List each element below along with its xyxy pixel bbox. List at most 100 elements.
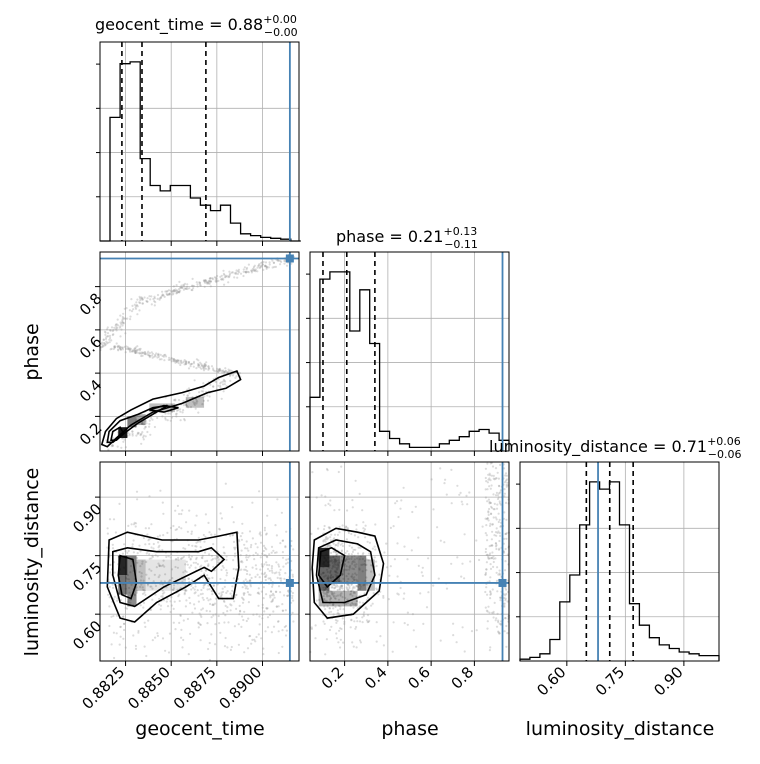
sample-point (339, 543, 342, 546)
sample-point (243, 592, 246, 595)
sample-point (138, 352, 141, 355)
sample-point (142, 601, 146, 605)
sample-point (230, 604, 233, 607)
sample-point (112, 347, 115, 351)
sample-point (124, 317, 127, 320)
sample-point (186, 287, 189, 291)
sample-point (489, 544, 493, 547)
sample-point (494, 516, 497, 519)
sample-point (257, 264, 260, 267)
sample-point (268, 263, 271, 266)
sample-point (351, 567, 354, 570)
sample-point (232, 559, 235, 562)
sample-point (347, 583, 350, 587)
sample-point (174, 565, 177, 569)
sample-point (264, 630, 267, 633)
sample-point (354, 548, 357, 551)
sample-point (141, 422, 144, 425)
sample-point (225, 569, 228, 572)
sample-point (503, 511, 506, 514)
sample-point (329, 504, 332, 507)
sample-point (193, 588, 196, 591)
sample-point (244, 578, 247, 581)
sample-point (175, 284, 178, 287)
sample-point (141, 297, 144, 300)
sample-point (497, 520, 500, 524)
sample-point (492, 565, 495, 569)
sample-point (254, 575, 257, 579)
sample-point (350, 546, 354, 549)
sample-point (148, 354, 151, 357)
sample-point (139, 550, 142, 553)
sample-point (150, 546, 153, 549)
sample-point (253, 269, 256, 272)
sample-point (241, 615, 244, 618)
sample-point (484, 590, 487, 594)
sample-point (171, 293, 174, 296)
sample-point (251, 537, 254, 540)
sample-point (432, 508, 435, 511)
sample-point (238, 271, 241, 274)
sample-point (499, 525, 502, 528)
sample-point (240, 625, 243, 629)
sample-point (161, 290, 164, 293)
sample-point (261, 552, 264, 555)
sample-point (211, 593, 214, 596)
contour-line (149, 404, 179, 413)
sample-point (186, 394, 189, 397)
sample-point (324, 608, 327, 611)
sample-point (353, 534, 356, 537)
sample-point (271, 600, 274, 603)
sample-point (158, 564, 161, 568)
contour-line (317, 546, 346, 589)
sample-point (150, 354, 153, 357)
sample-point (338, 586, 342, 589)
sample-point (241, 532, 244, 535)
sample-point (207, 647, 210, 651)
sample-point (158, 534, 162, 537)
sample-point (174, 288, 177, 291)
sample-point (218, 369, 221, 372)
sample-point (505, 478, 509, 481)
sample-point (136, 498, 139, 501)
sample-point (129, 601, 132, 604)
sample-point (150, 295, 153, 298)
sample-point (175, 291, 179, 294)
sample-point (499, 463, 502, 466)
sample-point (142, 579, 145, 582)
sample-point (178, 526, 181, 529)
sample-point (156, 535, 159, 538)
sample-point (325, 537, 328, 540)
sample-point (247, 549, 250, 552)
sample-point (487, 555, 490, 559)
sample-point (149, 585, 152, 588)
sample-point (355, 625, 358, 629)
sample-point (169, 556, 172, 559)
sample-point (354, 604, 357, 607)
sample-point (182, 404, 185, 407)
sample-point (382, 596, 385, 599)
sample-point (207, 368, 210, 371)
sample-point (504, 547, 507, 551)
sample-point (332, 595, 335, 598)
sample-point (237, 643, 240, 646)
sample-point (347, 572, 350, 575)
sample-point (143, 352, 146, 356)
sample-point (124, 606, 127, 610)
sample-point (327, 502, 330, 505)
sample-point (247, 593, 251, 596)
sample-point (352, 560, 355, 563)
sample-point (126, 346, 130, 349)
sample-point (259, 541, 263, 544)
sample-point (340, 585, 344, 588)
sample-point (351, 594, 354, 597)
sample-point (310, 626, 313, 629)
sample-point (403, 545, 406, 548)
sample-point (126, 317, 129, 320)
sample-point (200, 364, 204, 367)
sample-point (490, 505, 493, 508)
sample-point (245, 572, 249, 576)
sample-point (226, 610, 229, 613)
sample-point (493, 534, 496, 537)
sample-point (134, 307, 138, 310)
